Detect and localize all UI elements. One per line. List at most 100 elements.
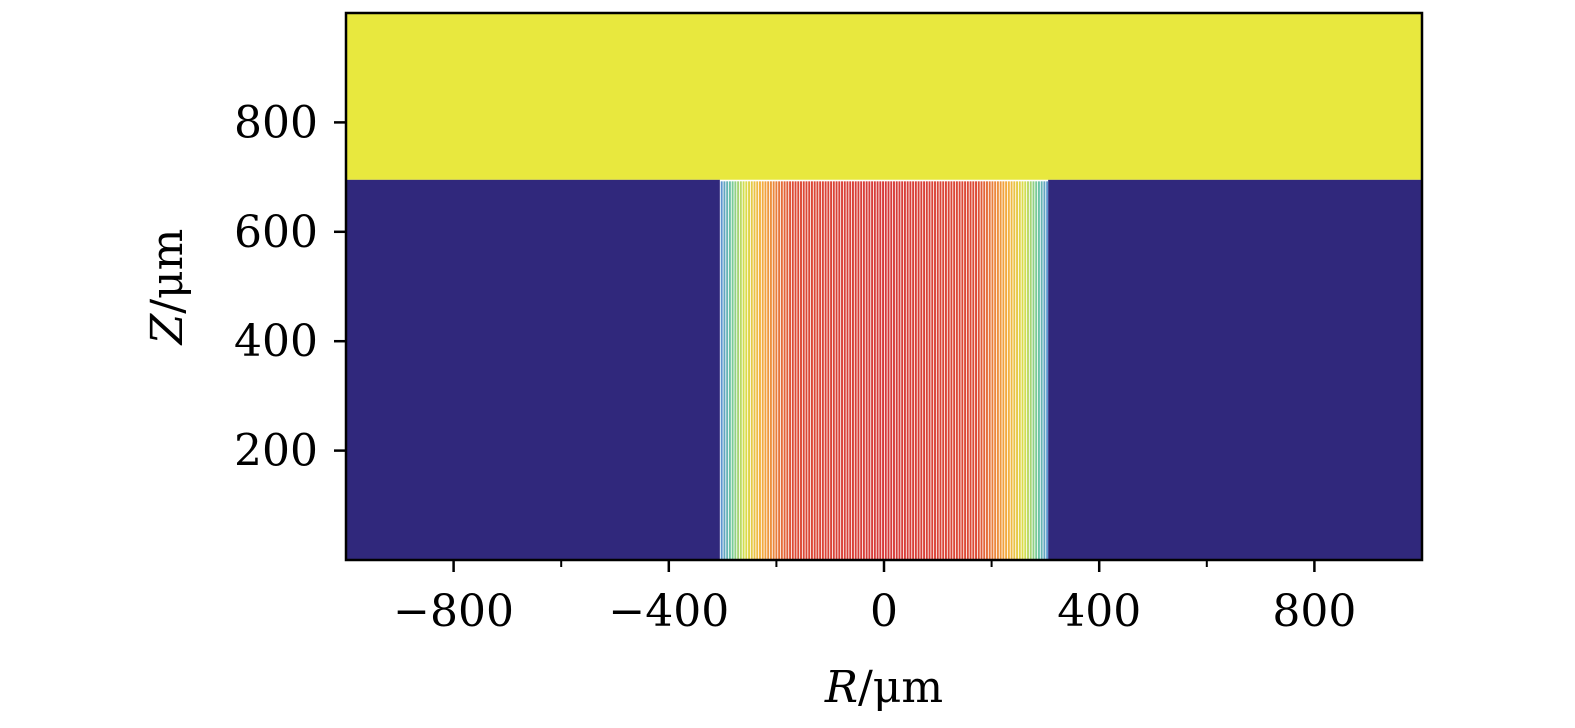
region-top-layer (346, 13, 1422, 180)
column-stripe (756, 181, 759, 560)
y-tick-label: 400 (234, 316, 318, 367)
column-stripe (871, 181, 874, 560)
x-tick-label: 800 (1272, 586, 1356, 637)
column-stripe (966, 181, 969, 560)
x-axis-label-unit: /μm (858, 662, 943, 713)
column-stripe (876, 181, 879, 560)
column-stripe (931, 181, 934, 560)
column-stripe (884, 181, 887, 560)
region-substrate-right (1048, 179, 1422, 560)
column-stripe (786, 181, 789, 560)
column-stripe (925, 181, 928, 560)
plot-area (346, 13, 1422, 560)
column-stripe (882, 181, 884, 560)
column-stripe (830, 181, 833, 560)
y-axis-label-var: Z (142, 312, 193, 346)
column-stripe (906, 181, 909, 560)
column-stripe (1010, 181, 1013, 560)
plot-frame (344, 11, 1424, 562)
x-tick-label: 400 (1057, 586, 1141, 637)
x-tick-label: −400 (608, 586, 729, 637)
column-stripe (835, 181, 838, 560)
column-stripe (832, 181, 835, 560)
column-stripe (813, 181, 816, 560)
column-stripe (917, 181, 920, 560)
column-stripe (890, 181, 893, 560)
column-stripe (887, 181, 890, 560)
column-stripe (764, 181, 767, 560)
y-axis-label-unit: /μm (142, 229, 193, 314)
column-stripe (928, 181, 931, 560)
x-tick-label: −800 (393, 586, 514, 637)
column-stripe (846, 181, 849, 560)
column-stripe (778, 181, 781, 560)
column-stripe (723, 181, 726, 560)
column-stripe (805, 181, 808, 560)
column-stripe (737, 181, 740, 560)
column-stripe (988, 181, 991, 560)
column-stripe (739, 181, 742, 560)
column-stripe (950, 181, 953, 560)
column-stripe (838, 181, 841, 560)
column-stripe (819, 181, 822, 560)
column-stripe (999, 181, 1002, 560)
column-stripe (802, 181, 805, 560)
column-stripe (742, 181, 745, 560)
column-stripe (972, 181, 975, 560)
column-stripe (955, 181, 958, 560)
y-axis-label: Z/μm (142, 229, 193, 347)
column-stripe (791, 181, 794, 560)
column-stripe (753, 181, 756, 560)
column-stripe (923, 181, 926, 560)
column-stripe (912, 181, 915, 560)
column-stripe (1013, 181, 1016, 560)
region-substrate-left (346, 179, 720, 560)
column-stripe (775, 181, 778, 560)
x-axis-label: R/μm (824, 662, 943, 713)
column-stripe (726, 181, 729, 560)
column-stripe (879, 181, 882, 560)
column-stripe (841, 181, 843, 560)
y-tick-label: 600 (234, 207, 318, 258)
column-stripe (914, 181, 917, 560)
x-axis: −800 −400 0 400 800 (393, 560, 1356, 637)
column-stripe (969, 181, 972, 560)
column-stripe (769, 181, 772, 560)
column-stripe (808, 181, 811, 560)
column-stripe (854, 181, 857, 560)
column-stripe (797, 181, 800, 560)
column-stripe (1018, 181, 1021, 560)
column-stripe (720, 181, 723, 560)
column-stripe (767, 181, 770, 560)
column-stripe (794, 181, 797, 560)
column-stripe (759, 181, 761, 560)
column-stripe (1005, 181, 1008, 560)
column-stripe (903, 181, 906, 560)
x-axis-label-var: R (824, 662, 858, 713)
column-stripe (996, 181, 999, 560)
column-stripe (1040, 181, 1043, 560)
column-stripe (983, 181, 986, 560)
column-stripe (800, 181, 802, 560)
column-stripe (862, 181, 865, 560)
column-stripe (1032, 181, 1035, 560)
column-stripe (1007, 181, 1010, 560)
column-stripe (964, 181, 967, 560)
column-stripe (728, 181, 731, 560)
column-stripe (901, 181, 904, 560)
column-stripe (860, 181, 863, 560)
column-stripe (1021, 181, 1024, 560)
column-stripe (789, 181, 792, 560)
column-stripe (1024, 181, 1027, 560)
y-axis: 200 400 600 800 (234, 97, 346, 477)
column-stripe (898, 181, 901, 560)
column-stripe (750, 181, 753, 560)
column-stripe (942, 181, 945, 560)
column-stripe (986, 181, 988, 560)
column-stripe (1035, 181, 1038, 560)
column-stripe (772, 181, 775, 560)
column-stripe (852, 181, 854, 560)
column-stripe (939, 181, 942, 560)
column-stripe (761, 181, 764, 560)
